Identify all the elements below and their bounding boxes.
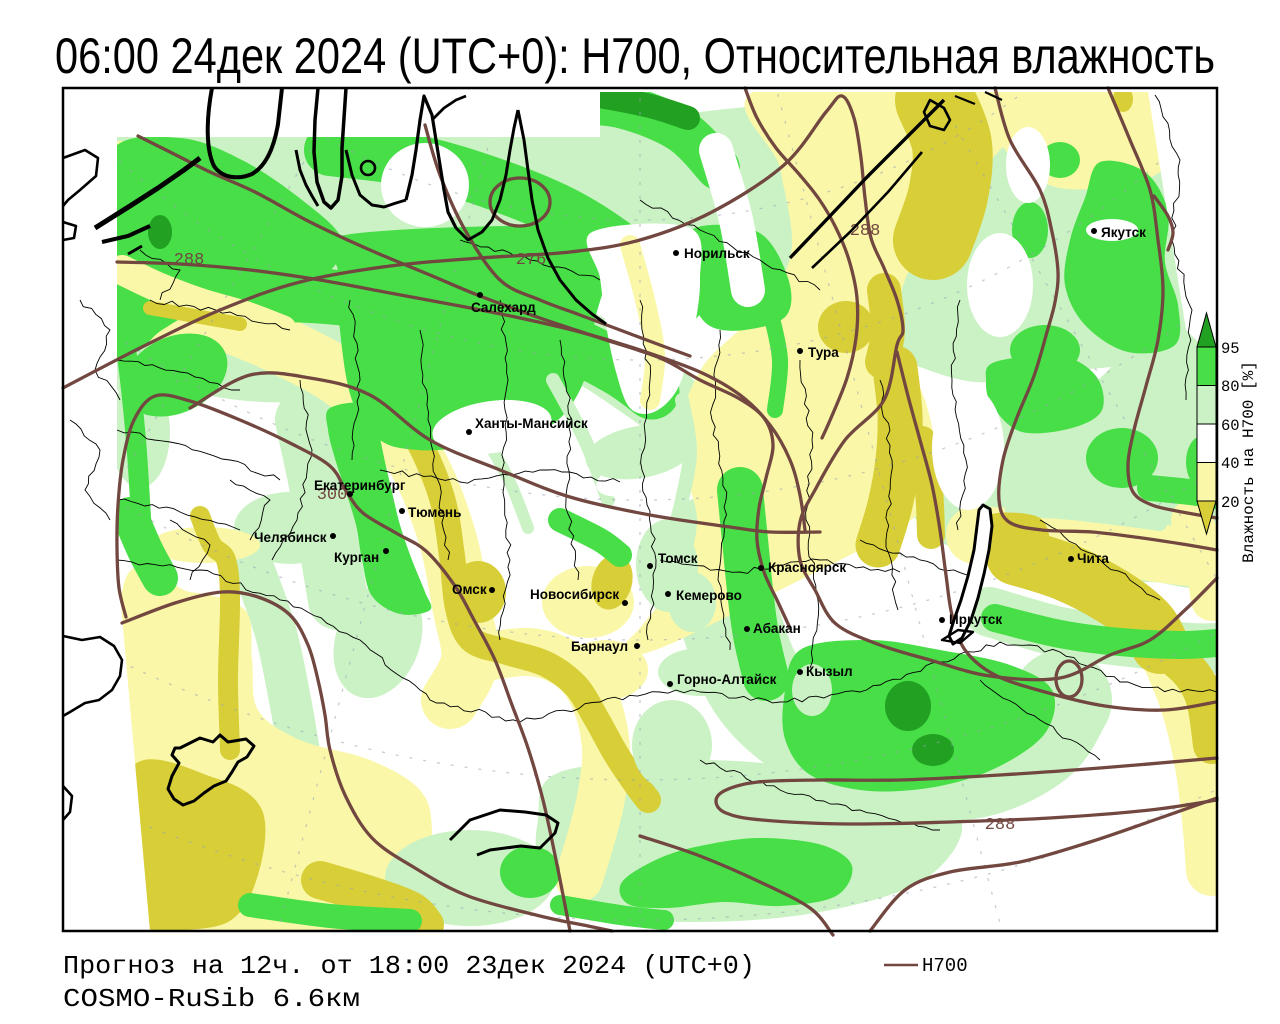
svg-text:Прогноз на 12ч. от 18:00 23дек: Прогноз на 12ч. от 18:00 23дек 2024 (UTC… — [63, 951, 755, 981]
svg-text:300: 300 — [317, 486, 348, 505]
svg-text:Кемерово: Кемерово — [676, 588, 742, 603]
svg-text:Абакан: Абакан — [753, 621, 801, 636]
svg-text:95: 95 — [1221, 340, 1240, 358]
svg-text:40: 40 — [1221, 455, 1240, 473]
svg-text:Томск: Томск — [658, 551, 698, 566]
svg-text:Новосибирск: Новосибирск — [530, 587, 619, 602]
svg-text:Омск: Омск — [452, 582, 487, 597]
svg-text:Горно-Алтайск: Горно-Алтайск — [677, 672, 777, 687]
svg-text:Норильск: Норильск — [684, 246, 750, 261]
svg-text:Екатеринбург: Екатеринбург — [314, 478, 406, 493]
svg-text:288: 288 — [174, 251, 205, 270]
svg-text:276: 276 — [516, 251, 547, 270]
svg-text:20: 20 — [1221, 494, 1240, 512]
svg-text:80: 80 — [1221, 378, 1240, 396]
svg-text:288: 288 — [850, 222, 881, 241]
svg-text:06:00 24дек 2024 (UTC+0): H700: 06:00 24дек 2024 (UTC+0): H700, Относите… — [55, 28, 1215, 84]
svg-text:288: 288 — [985, 816, 1016, 835]
svg-text:Тура: Тура — [808, 345, 839, 360]
svg-text:H700: H700 — [922, 955, 968, 977]
svg-text:Чита: Чита — [1077, 551, 1109, 566]
svg-text:Якутск: Якутск — [1101, 225, 1146, 240]
svg-text:Барнаул: Барнаул — [571, 639, 628, 654]
svg-text:60: 60 — [1221, 417, 1240, 435]
svg-text:Тюмень: Тюмень — [408, 505, 461, 520]
svg-text:Кызыл: Кызыл — [806, 664, 853, 679]
svg-text:Влажность на H700 [%]: Влажность на H700 [%] — [1240, 361, 1258, 563]
svg-text:Ханты-Мансийск: Ханты-Мансийск — [475, 416, 588, 431]
svg-text:Иркутск: Иркутск — [949, 612, 1002, 627]
svg-text:Красноярск: Красноярск — [768, 560, 846, 575]
svg-text:Челябинск: Челябинск — [254, 530, 327, 545]
svg-text:Курган: Курган — [334, 550, 379, 565]
svg-text:COSMO-RuSib 6.6км: COSMO-RuSib 6.6км — [63, 984, 360, 1014]
svg-text:Салехард: Салехард — [471, 300, 536, 315]
